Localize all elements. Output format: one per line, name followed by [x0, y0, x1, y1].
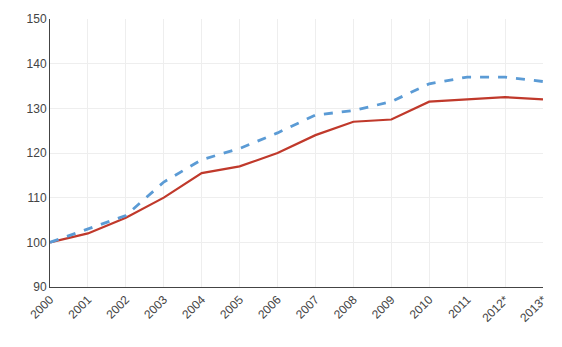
svg-text:2011: 2011 — [445, 293, 473, 321]
svg-text:100: 100 — [27, 236, 47, 250]
svg-text:140: 140 — [27, 57, 47, 71]
svg-text:2006: 2006 — [255, 293, 284, 322]
svg-text:2005: 2005 — [217, 293, 246, 322]
svg-text:2003: 2003 — [141, 293, 170, 322]
svg-text:2010: 2010 — [407, 293, 436, 322]
svg-text:2012*: 2012* — [479, 293, 511, 325]
svg-text:2008: 2008 — [331, 293, 360, 322]
svg-text:90: 90 — [33, 280, 47, 294]
svg-text:2004: 2004 — [179, 293, 208, 322]
svg-text:2007: 2007 — [293, 293, 322, 322]
svg-text:120: 120 — [27, 146, 47, 160]
svg-text:150: 150 — [27, 12, 47, 26]
svg-text:2000: 2000 — [28, 293, 57, 322]
svg-text:2001: 2001 — [66, 293, 95, 322]
svg-text:2009: 2009 — [369, 293, 398, 322]
svg-text:110: 110 — [27, 191, 46, 205]
svg-text:2002: 2002 — [103, 293, 132, 322]
svg-text:130: 130 — [27, 102, 47, 116]
svg-text:2013*: 2013* — [517, 293, 549, 325]
